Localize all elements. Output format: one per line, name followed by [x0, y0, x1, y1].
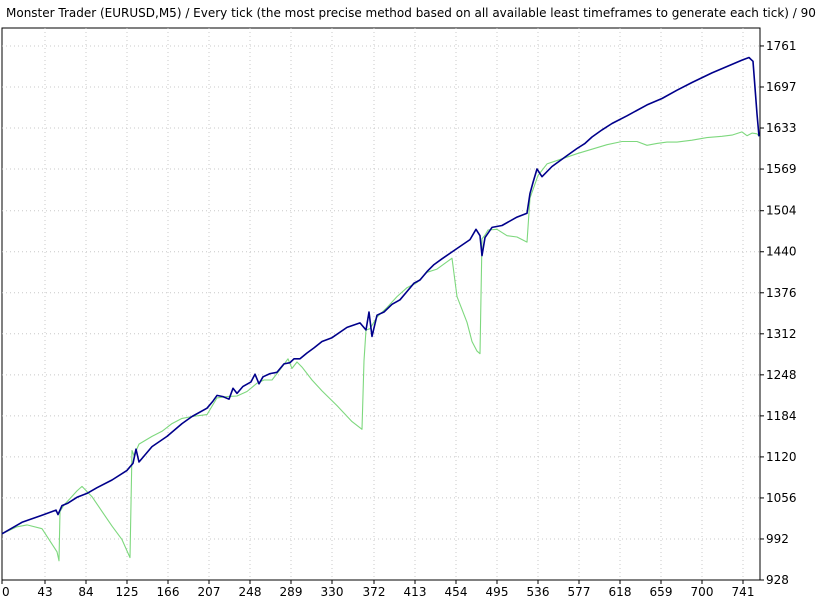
y-axis: 1761 1697 1633 1569 1504 1440 1376 1312 1248 1184… [760, 39, 797, 587]
y-tick-label: 1440 [766, 245, 797, 259]
x-tick-label: 0 [2, 585, 10, 599]
x-tick-label: 248 [239, 585, 262, 599]
x-tick-label: 207 [198, 585, 221, 599]
x-tick-label: 166 [157, 585, 180, 599]
x-tick-label: 741 [732, 585, 755, 599]
x-tick-label: 84 [78, 585, 93, 599]
y-tick-label: 1376 [766, 286, 797, 300]
chart-title: Monster Trader (EURUSD,M5) / Every tick … [6, 6, 816, 20]
x-tick-label: 43 [37, 585, 52, 599]
x-tick-label: 495 [486, 585, 509, 599]
x-tick-label: 125 [116, 585, 139, 599]
y-tick-label: 1056 [766, 491, 797, 505]
x-tick-label: 413 [404, 585, 427, 599]
x-tick-label: 618 [609, 585, 632, 599]
series-layer [1, 56, 760, 562]
y-tick-label: 1248 [766, 368, 797, 382]
x-tick-label: 536 [527, 585, 550, 599]
y-tick-label: 992 [766, 532, 789, 546]
series-line-1 [1, 131, 760, 562]
y-tick-label: 928 [766, 573, 789, 587]
plot-frame [1, 27, 761, 581]
y-tick-label: 1569 [766, 162, 797, 176]
x-tick-label: 289 [280, 585, 303, 599]
y-tick-label: 1184 [766, 409, 797, 423]
x-tick-label: 330 [321, 585, 344, 599]
y-tick-label: 1697 [766, 80, 797, 94]
x-tick-label: 659 [650, 585, 673, 599]
x-tick-label: 577 [568, 585, 591, 599]
y-tick-label: 1633 [766, 121, 797, 135]
y-tick-label: 1761 [766, 39, 797, 53]
x-tick-label: 372 [363, 585, 386, 599]
y-tick-label: 1120 [766, 450, 797, 464]
series-line-0 [1, 56, 760, 535]
grid-lines [2, 28, 760, 580]
y-tick-label: 1504 [766, 204, 797, 218]
x-tick-label: 454 [445, 585, 468, 599]
y-tick-label: 1312 [766, 327, 797, 341]
x-tick-label: 700 [691, 585, 714, 599]
x-axis: 0 43 84 125 166 207 248 289 330 372 413 454 495 536 57… [1, 580, 755, 599]
